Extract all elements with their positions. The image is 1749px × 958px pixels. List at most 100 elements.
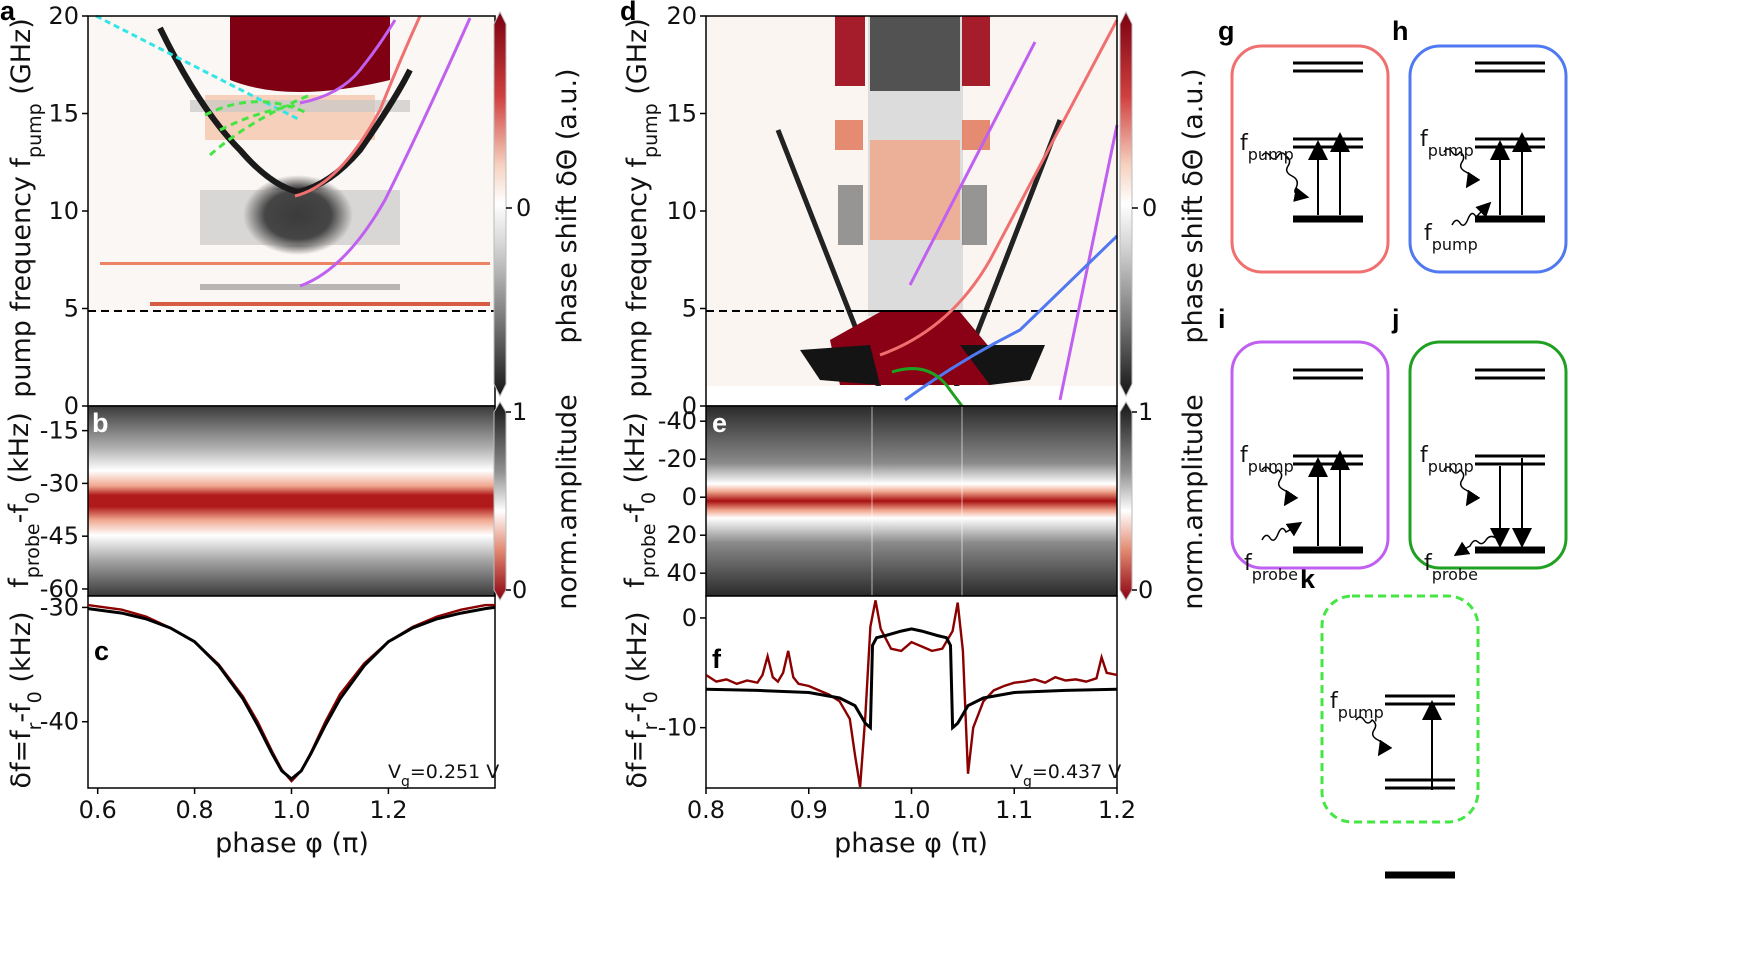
colorbar-amp-tick-bottom: 0 [512, 576, 527, 604]
y-tick-label: 0 [682, 483, 697, 511]
panel-d-side-red [835, 16, 865, 86]
y-tick-label: 0 [682, 392, 697, 420]
df-label-sub: r [24, 722, 46, 730]
y-tick-label: -40 [40, 708, 79, 736]
panel-d-bottom-dark-right [960, 345, 1045, 385]
probe-label-sub: probe [638, 523, 660, 578]
x-tick-label: 1.2 [369, 796, 407, 824]
y-tick-label: 40 [666, 559, 697, 587]
panel-e [705, 405, 1118, 597]
colorbar-amp-bar [493, 401, 507, 601]
x-tick-label: 0.6 [79, 796, 117, 824]
photon-wave-icon [1261, 466, 1299, 507]
df-label-sub: r [640, 722, 662, 730]
y-tick-label: 20 [666, 2, 697, 30]
pump-label-main: pump frequency f [6, 156, 37, 397]
panel-f: 0 -10 0.8 0.9 1.0 1.1 1.2 [658, 595, 1136, 824]
photon-wave-icon [1355, 716, 1393, 757]
panel-f-series [706, 600, 1117, 788]
pump-label-sub: pump [24, 103, 46, 158]
label-f-probe: fprobe [1244, 551, 1298, 584]
y-tick-label: 20 [666, 521, 697, 549]
panel-d-bottom-dark-left [800, 345, 880, 385]
probe-label-sub2: 0 [22, 492, 44, 504]
y-tick-label: -60 [40, 575, 79, 603]
panel-f-ticks: 0 -10 0.8 0.9 1.0 1.1 1.2 [658, 604, 1136, 824]
panel-d [705, 15, 1119, 407]
diagram-k: fpump [1320, 594, 1480, 879]
panel-label-d: d [620, 0, 637, 26]
colorbar-left-phase: 0 phase shift δΘ (a.u.) [493, 10, 583, 398]
panel-d-blue-line [904, 234, 1119, 402]
vg-annotation-left: Vg=0.251 V [388, 761, 499, 790]
panel-label-h: h [1392, 16, 1409, 46]
axis-label-probe-left: fprobe-f0 (kHz) [4, 412, 44, 587]
axis-label-probe-right: fprobe-f0 (kHz) [620, 412, 660, 587]
y-tick-label: -20 [658, 445, 697, 473]
axis-label-pump-right: pump frequency fpump (GHz) [622, 18, 662, 398]
panel-d-center-dark [870, 16, 960, 91]
y-tick-label: 5 [64, 295, 79, 323]
probe-label-mid: -f [620, 503, 651, 524]
x-tick-label: 1.2 [1098, 796, 1136, 824]
pump-label-main: pump frequency f [622, 156, 653, 397]
df-label-unit: (kHz) [6, 611, 37, 691]
df-label-main: δf=f [622, 729, 653, 789]
panel-d-salmon-line [879, 19, 1119, 357]
colorbar-amp-label: norm.amplitude [552, 394, 583, 610]
svg-text:fprobe-f0 (kHz): fprobe-f0 (kHz) [620, 412, 660, 587]
panel-a-lower-blank [88, 312, 495, 406]
panel-d-center-red [870, 140, 960, 240]
panel-b [87, 405, 496, 597]
colorbar-right-phase: 0 phase shift δΘ (a.u.) [1119, 10, 1209, 398]
colorbar-phase-label: phase shift δΘ (a.u.) [552, 68, 583, 343]
colorbar-right-amp: 1 0 norm.amplitude [1119, 394, 1209, 610]
panel-a-stripe [100, 262, 490, 265]
vg-annotation-right: Vg=0.437 V [1010, 761, 1121, 790]
panel-a-gray-band [200, 190, 400, 245]
x-axis-label-right: phase φ (π) [834, 828, 988, 859]
label-f-pump: fpump [1420, 127, 1474, 160]
panel-d-side-red [962, 16, 990, 86]
y-tick-label: 10 [666, 197, 697, 225]
colorbar-amp-tick-bottom: 0 [1138, 576, 1153, 604]
colorbar-left-amp: 1 0 norm.amplitude [493, 394, 583, 610]
df-label-mid: -f [622, 702, 653, 723]
df-label-unit: (kHz) [622, 611, 653, 691]
label-f-probe: fprobe [1424, 551, 1478, 584]
colorbar-amp-tick-top: 1 [1138, 398, 1153, 426]
panel-a [87, 14, 496, 407]
panel-label-a: a [0, 0, 16, 26]
df-label-sub2: 0 [640, 691, 662, 703]
colorbar-amp-tick-top: 1 [512, 398, 527, 426]
y-tick-label: -10 [658, 714, 697, 742]
panel-e-ticks: -40 -20 0 20 40 [658, 407, 706, 587]
photon-wave-icon [1443, 466, 1481, 507]
panel-label-c: c [94, 636, 109, 666]
panel-a-dark-blob [243, 175, 353, 255]
probe-label-unit: (kHz) [620, 412, 651, 492]
panel-d-side-orange [835, 120, 863, 150]
label-f-pump: fpump [1330, 689, 1384, 722]
df-label-sub2: 0 [24, 691, 46, 703]
photon-wave-icon [1261, 521, 1303, 541]
panel-label-f: f [712, 644, 722, 674]
panel-a-ticks: 0 5 10 15 20 [48, 2, 88, 420]
photon-wave-icon [1261, 152, 1310, 202]
pump-label-unit: (GHz) [622, 18, 653, 103]
svg-text:fprobe-f0 (kHz): fprobe-f0 (kHz) [4, 412, 44, 587]
panel-a-violet-line [299, 17, 472, 288]
diagram-j: fpump fprobe [1408, 340, 1568, 584]
colorbar-amp-bar [1119, 401, 1133, 601]
probe-label-sub2: 0 [638, 492, 660, 504]
svg-text:δf=fr-f0 (kHz): δf=fr-f0 (kHz) [622, 611, 662, 788]
x-tick-label: 1.1 [995, 796, 1033, 824]
probe-label-unit: (kHz) [4, 412, 35, 492]
df-label-main: δf=f [6, 729, 37, 789]
panel-label-k: k [1300, 564, 1316, 594]
y-tick-label: 10 [48, 197, 79, 225]
panel-a-v-trace [157, 26, 413, 196]
fit-line [88, 605, 495, 781]
x-tick-label: 0.9 [790, 796, 828, 824]
